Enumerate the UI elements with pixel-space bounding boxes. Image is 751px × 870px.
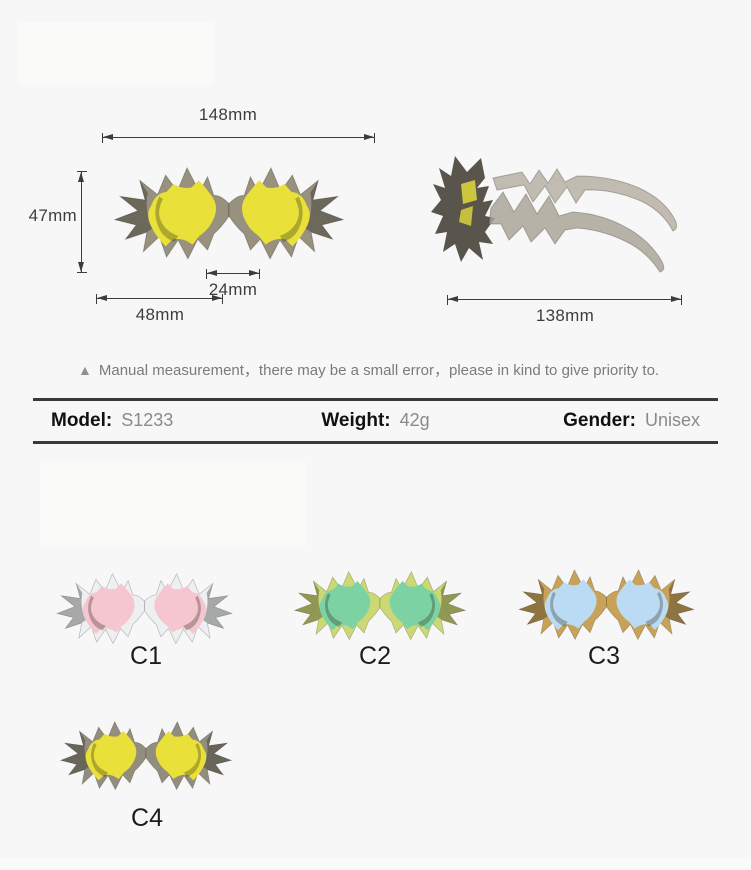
sunglasses-front-photo bbox=[95, 150, 363, 275]
spec-table: Model: S1233 Weight: 42g Gender: Unisex bbox=[33, 398, 718, 444]
dim-lens-width-arrow bbox=[96, 294, 223, 304]
dim-bridge-width-arrow bbox=[206, 269, 260, 279]
side-upper-temple bbox=[492, 168, 678, 232]
variant-c4-photo bbox=[46, 708, 246, 802]
dim-lens-width-label: 48mm bbox=[135, 305, 185, 324]
variant-c2-photo bbox=[280, 557, 480, 653]
dim-temple-length-label: 138mm bbox=[535, 306, 595, 325]
variant-c3-label: C3 bbox=[588, 642, 620, 670]
dim-total-width-label: 148mm bbox=[198, 105, 258, 124]
variant-c3-photo bbox=[504, 556, 709, 652]
measurement-note: ▲ Manual measurement，there may be a smal… bbox=[78, 359, 659, 380]
dim-lens-height-arrow bbox=[77, 171, 87, 273]
spec-weight-label: Weight: bbox=[321, 410, 391, 431]
sunglasses-side-photo bbox=[431, 156, 678, 273]
spec-model-label: Model: bbox=[51, 410, 113, 431]
spec-gender: Gender: Unisex bbox=[484, 410, 700, 432]
side-lower-temple bbox=[488, 191, 665, 273]
measurement-note-text: Manual measurement，there may be a small … bbox=[98, 362, 660, 379]
side-front-rim bbox=[431, 156, 495, 262]
spec-model: Model: S1233 bbox=[51, 410, 267, 432]
spec-gender-label: Gender: bbox=[563, 410, 636, 431]
dim-total-width-arrow bbox=[102, 133, 375, 143]
watermark-top bbox=[18, 22, 214, 84]
dim-bridge-width-label: 24mm bbox=[208, 280, 258, 299]
variant-c4-label: C4 bbox=[131, 804, 163, 832]
spec-gender-value: Unisex bbox=[644, 410, 700, 430]
dim-temple-length-arrow bbox=[447, 295, 682, 305]
bottom-strip bbox=[0, 858, 751, 870]
spec-weight: Weight: 42g bbox=[267, 410, 483, 432]
spec-weight-value: 42g bbox=[399, 410, 430, 430]
spec-model-value: S1233 bbox=[121, 410, 174, 430]
side-lens-glimpse bbox=[461, 180, 477, 204]
variant-c1-label: C1 bbox=[130, 642, 162, 670]
watermark-middle bbox=[40, 463, 305, 547]
warning-triangle-icon: ▲ bbox=[78, 361, 92, 378]
side-lens-glimpse-2 bbox=[459, 206, 473, 226]
variant-c2-label: C2 bbox=[359, 642, 391, 670]
dim-lens-height-label: 47mm bbox=[28, 206, 77, 225]
